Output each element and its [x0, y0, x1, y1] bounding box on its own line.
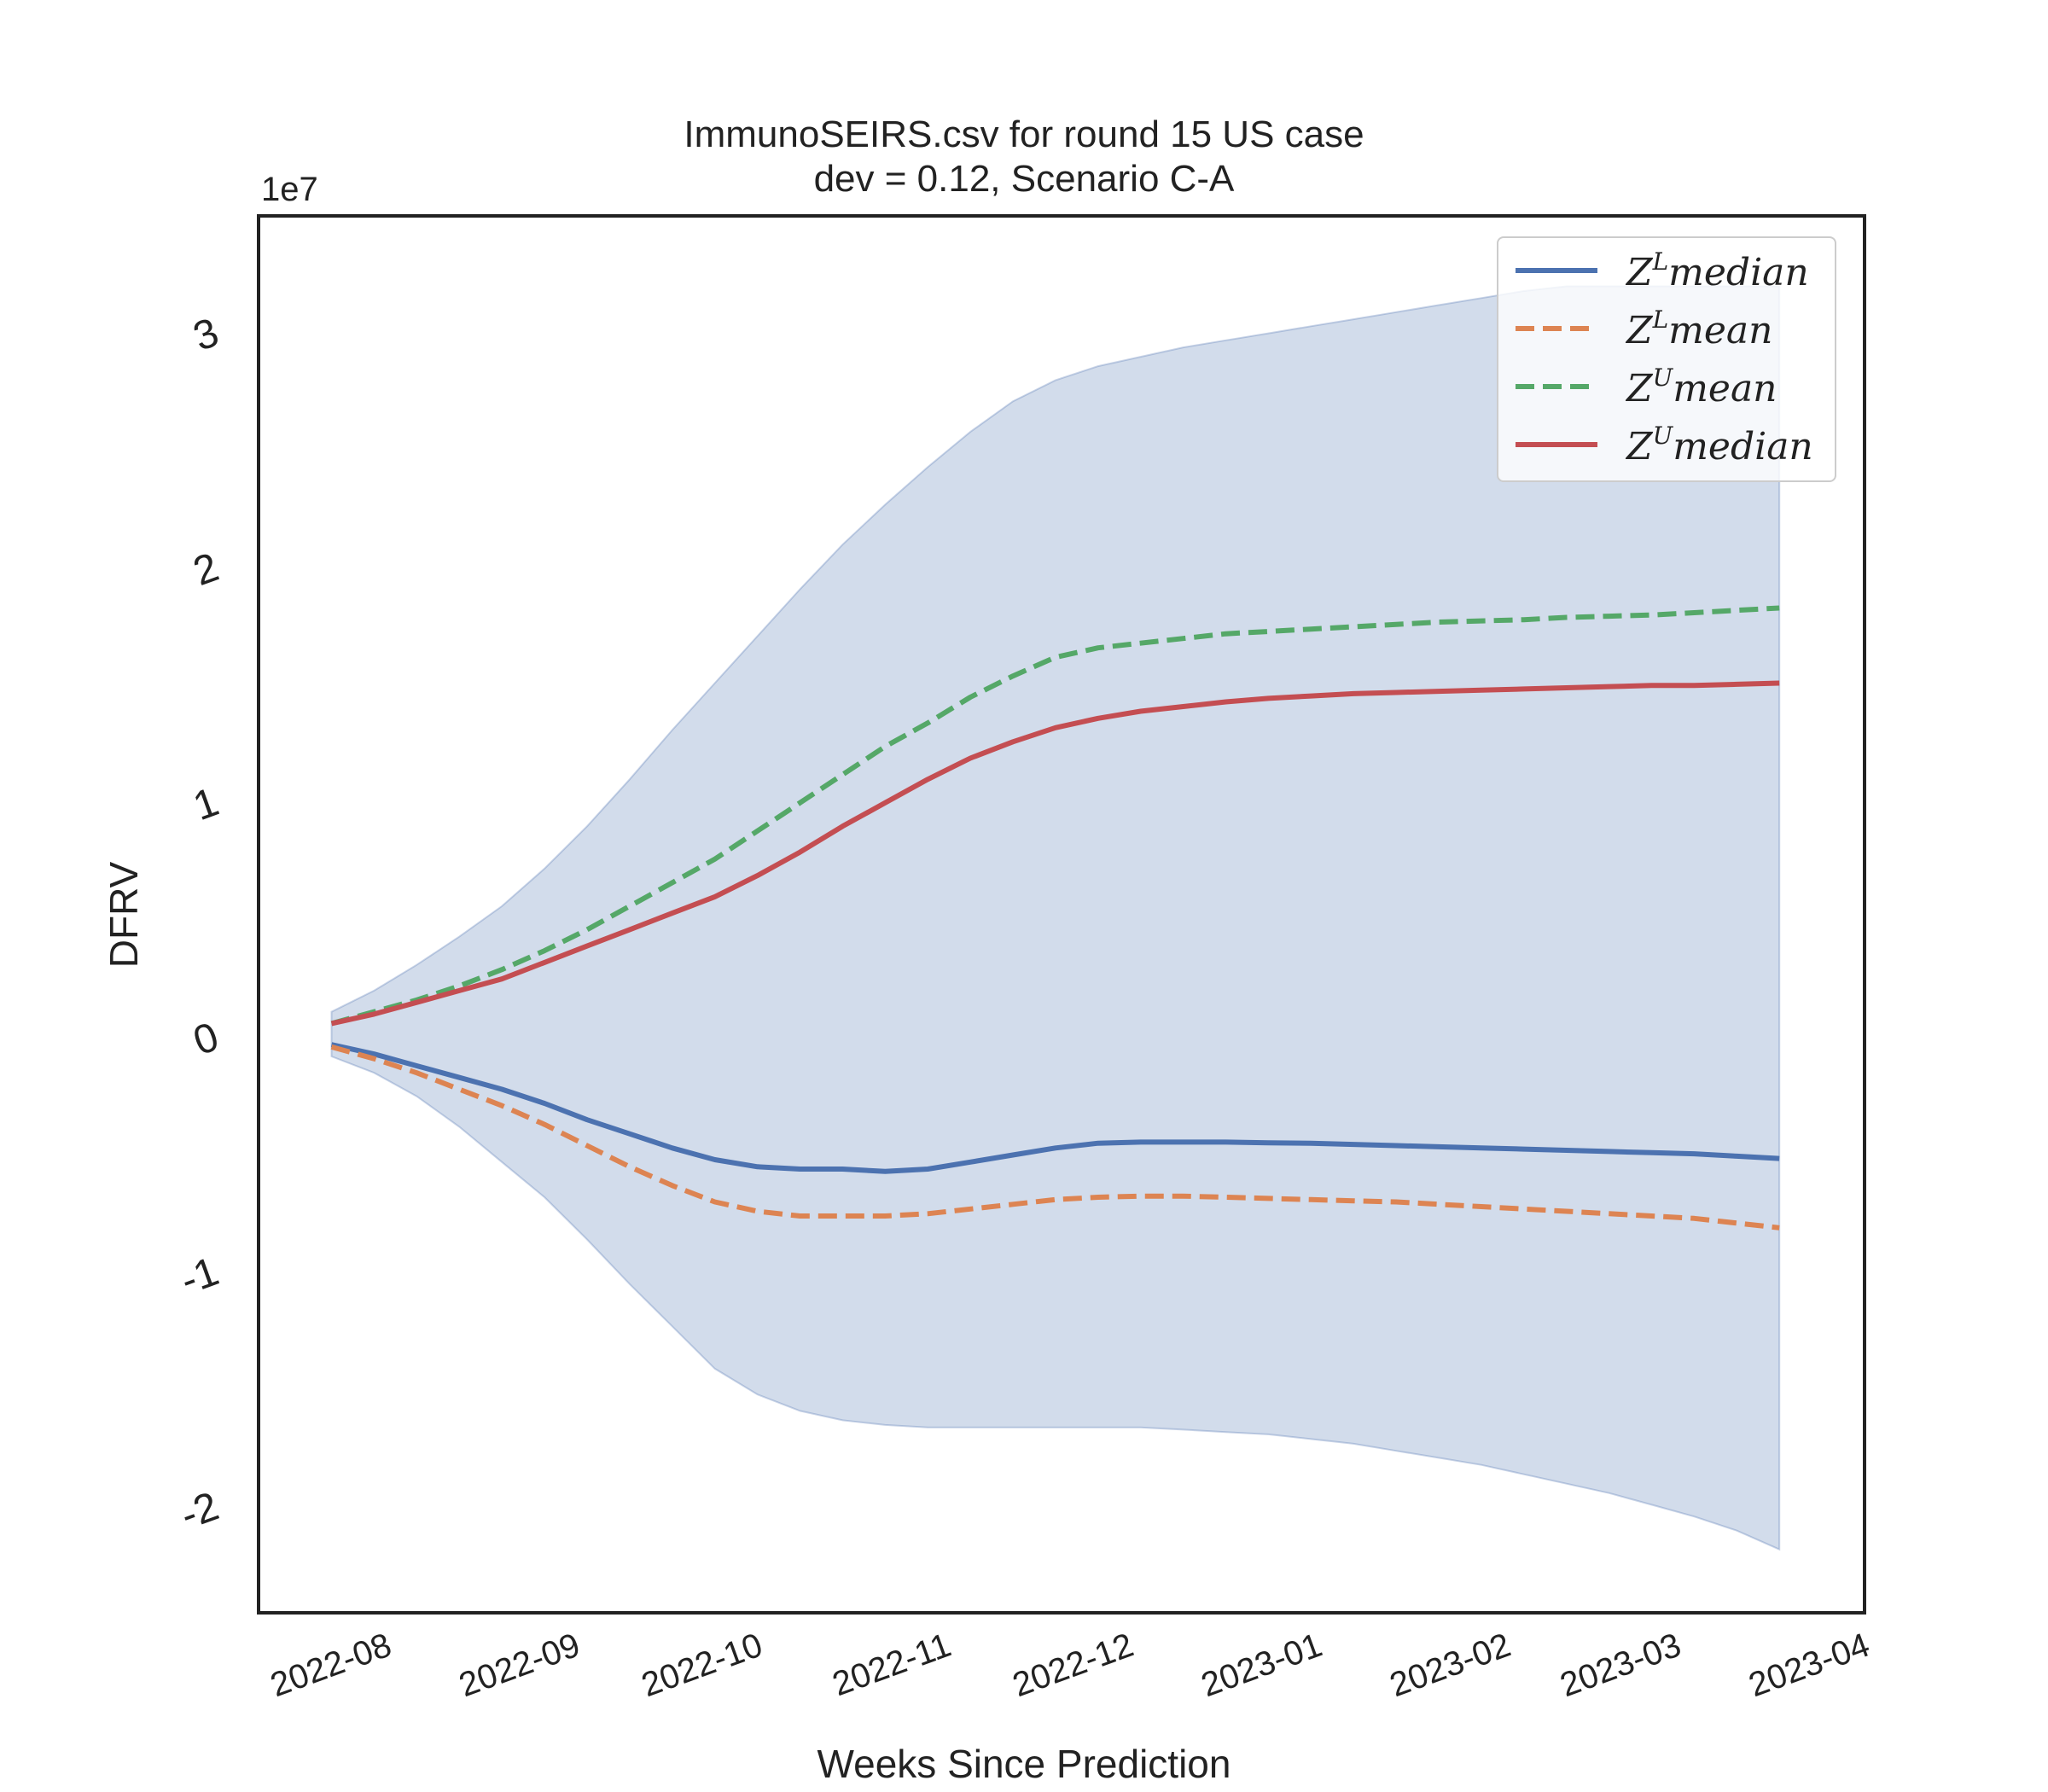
confidence-band-layer — [330, 285, 1781, 1551]
y-tick-labels: -2 -1 0 1 2 3 — [175, 310, 224, 1539]
chart-subtitle: dev = 0.12, Scenario C-A — [813, 158, 1235, 200]
legend-item-zu-mean: ZUmean — [1514, 361, 1777, 412]
x-axis-label: Weeks Since Prediction — [817, 1742, 1231, 1786]
x-tick-label: 2022-08 — [265, 1626, 396, 1705]
y-tick-label: 2 — [188, 544, 224, 595]
y-tick-label: -2 — [175, 1484, 224, 1539]
legend-label-zl-mean: ZLmean — [1626, 305, 1773, 352]
y-axis-label: DFRV — [102, 861, 146, 969]
x-tick-label: 2022-09 — [454, 1626, 585, 1705]
x-tick-label: 2022-12 — [1008, 1626, 1138, 1705]
legend-label-zu-median: ZUmedian — [1626, 421, 1813, 468]
legend: ZLmedian ZLmean ZUmean ZUmedian — [1497, 236, 1836, 482]
x-tick-label: 2023-01 — [1196, 1626, 1327, 1705]
x-tick-label: 2023-02 — [1385, 1626, 1516, 1705]
y-tick-label: 3 — [188, 310, 224, 360]
x-tick-label: 2022-10 — [637, 1626, 767, 1705]
plot-frame — [257, 214, 1866, 1615]
legend-swatch-zl-median — [1516, 268, 1597, 273]
series-layer — [330, 605, 1780, 1231]
y-tick-label: -1 — [175, 1249, 224, 1304]
x-tick-labels: 2022-08 2022-09 2022-10 2022-11 2022-12 2023-… — [265, 1626, 1874, 1705]
legend-item-zl-median: ZLmedian — [1514, 245, 1809, 296]
series-line-zl-median — [330, 1042, 1780, 1174]
legend-item-zu-median: ZUmedian — [1514, 419, 1813, 470]
series-line-zu-median — [330, 680, 1780, 1027]
x-tick-label: 2023-03 — [1556, 1626, 1686, 1705]
confidence-band — [330, 285, 1781, 1551]
legend-label-zu-mean: ZUmean — [1626, 363, 1777, 410]
legend-swatch-zu-median — [1516, 442, 1597, 447]
y-axis-exponent: 1e7 — [261, 171, 318, 208]
series-line-zu-mean — [330, 605, 1780, 1027]
legend-swatch-zl-mean — [1516, 326, 1597, 331]
x-tick-label: 2022-11 — [828, 1626, 956, 1704]
y-tick-label: 1 — [188, 779, 224, 829]
chart-title: ImmunoSEIRS.csv for round 15 US case — [684, 113, 1364, 155]
y-tick-label: 0 — [188, 1014, 224, 1064]
series-line-zl-mean — [330, 1044, 1780, 1231]
legend-swatch-zu-mean — [1516, 384, 1597, 389]
legend-label-zl-median: ZLmedian — [1626, 247, 1809, 294]
x-tick-label: 2023-04 — [1744, 1626, 1875, 1705]
legend-item-zl-mean: ZLmean — [1514, 303, 1773, 354]
